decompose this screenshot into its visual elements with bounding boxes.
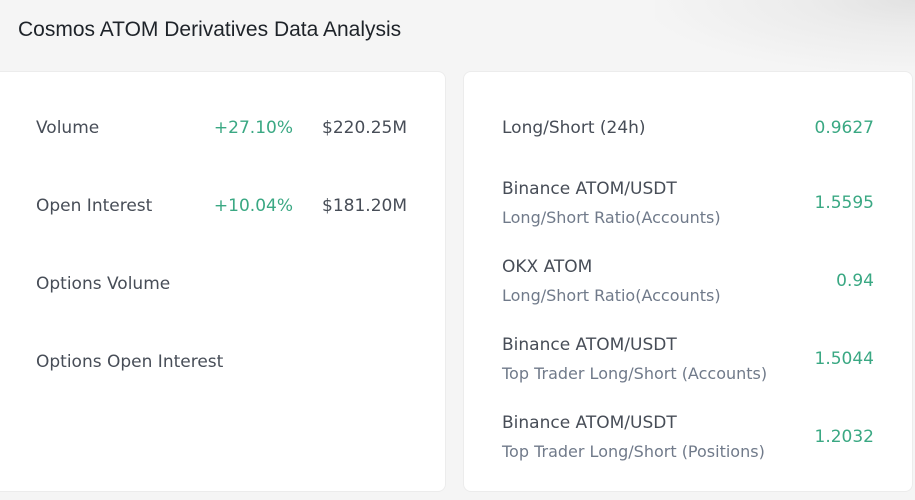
ratio-value: 0.9627 <box>814 118 874 138</box>
metric-label: Volume <box>36 118 100 138</box>
ratio-value: 1.2032 <box>814 427 874 447</box>
metric-row-options-open-interest: Options Open Interest <box>0 350 445 374</box>
ratio-row-long-short-24h: Long/Short (24h) 0.9627 <box>464 116 912 140</box>
ratio-row-binance-top-trader-accounts: Binance ATOM/USDT Top Trader Long/Short … <box>464 334 912 384</box>
ratio-sublabel: Top Trader Long/Short (Positions) <box>502 441 765 461</box>
ratio-value: 1.5044 <box>814 349 874 369</box>
background-shade <box>655 0 915 70</box>
ratio-row-binance-accounts: Binance ATOM/USDT Long/Short Ratio(Accou… <box>464 178 912 228</box>
ratio-label: Binance ATOM/USDT <box>502 178 677 199</box>
metric-label: Options Volume <box>36 274 171 294</box>
metric-label: Open Interest <box>36 196 153 216</box>
long-short-ratio-card: Long/Short (24h) 0.9627 Binance ATOM/USD… <box>463 71 913 492</box>
metric-row-volume: Volume +27.10% $220.25M <box>0 116 445 140</box>
ratio-row-binance-top-trader-positions: Binance ATOM/USDT Top Trader Long/Short … <box>464 412 912 462</box>
ratio-value: 0.94 <box>836 271 874 291</box>
ratio-sublabel: Top Trader Long/Short (Accounts) <box>502 363 768 383</box>
ratio-sublabel: Long/Short Ratio(Accounts) <box>502 207 721 227</box>
metric-row-open-interest: Open Interest +10.04% $181.20M <box>0 194 445 218</box>
ratio-label: Binance ATOM/USDT <box>502 412 677 433</box>
metric-change: +10.04% <box>213 196 293 216</box>
metric-value: $220.25M <box>322 118 407 138</box>
ratio-label: Binance ATOM/USDT <box>502 334 677 355</box>
ratio-sublabel: Long/Short Ratio(Accounts) <box>502 285 721 305</box>
derivatives-summary-card: Volume +27.10% $220.25M Open Interest +1… <box>0 71 446 492</box>
metric-change: +27.10% <box>213 118 293 138</box>
ratio-row-okx-accounts: OKX ATOM Long/Short Ratio(Accounts) 0.94 <box>464 256 912 306</box>
ratio-label: Long/Short (24h) <box>502 118 646 138</box>
metric-value: $181.20M <box>322 196 407 216</box>
ratio-value: 1.5595 <box>814 193 874 213</box>
ratio-label: OKX ATOM <box>502 256 593 277</box>
metric-row-options-volume: Options Volume <box>0 272 445 296</box>
metric-label: Options Open Interest <box>36 352 224 372</box>
page-title: Cosmos ATOM Derivatives Data Analysis <box>18 18 402 41</box>
